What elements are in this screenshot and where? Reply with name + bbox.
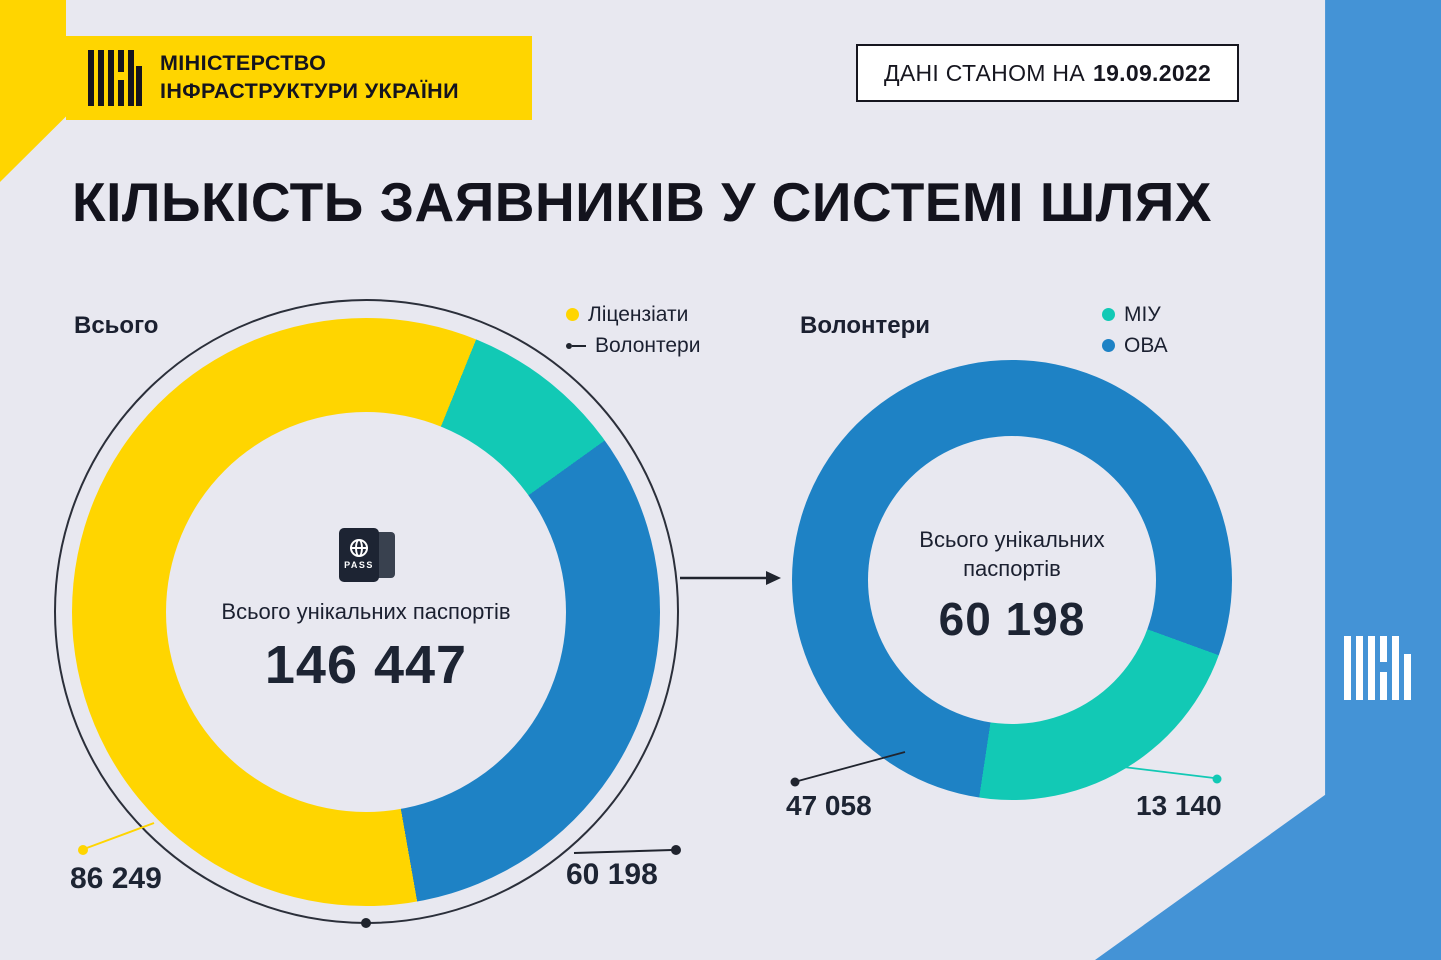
legend-label-miu: МІУ: [1124, 302, 1161, 326]
leader-line-icon: [566, 339, 586, 352]
date-value: 19.09.2022: [1092, 59, 1212, 86]
ministry-name-line2: ІНФРАСТРУКТУРИ УКРАЇНИ: [160, 79, 459, 103]
donut-chart-total: PASS Всього унікальних паспортів 146 447: [72, 318, 660, 906]
yellow-corner-decoration: [0, 0, 66, 182]
legend-label-licensees: Ліцензіати: [588, 302, 689, 326]
ministry-banner: МІНІСТЕРСТВО ІНФРАСТРУКТУРИ УКРАЇНИ: [66, 36, 532, 120]
passport-front-card: PASS: [339, 527, 379, 582]
callout-dot-yellow: [78, 845, 88, 855]
donut-volunteers-center: Всього унікальних паспортів 60 198: [868, 436, 1156, 724]
volunteers-center-value: 60 198: [938, 592, 1086, 645]
globe-icon: [350, 539, 368, 558]
left-chart-title: Всього: [74, 312, 159, 339]
total-center-label: Всього унікальних паспортів: [221, 598, 511, 624]
callout-value-licensees: 86 249: [70, 862, 162, 895]
callout-value-ova: 47 058: [786, 790, 872, 821]
passport-icon: PASS: [333, 527, 399, 586]
donut-chart-volunteers: Всього унікальних паспортів 60 198: [792, 360, 1232, 800]
callout-value-miu: 13 140: [1136, 790, 1222, 821]
page-title: КІЛЬКІСТЬ ЗАЯВНИКІВ У СИСТЕМІ ШЛЯХ: [72, 171, 1212, 233]
right-legend: МІУ ОВА: [1102, 302, 1168, 358]
passport-label: PASS: [344, 560, 374, 571]
date-label: ДАНІ СТАНОМ НА: [884, 59, 1085, 86]
data-as-of-box: ДАНІ СТАНОМ НА 19.09.2022: [856, 44, 1240, 102]
left-legend: Ліцензіати Волонтери: [566, 302, 700, 358]
callout-dot-dark: [671, 845, 681, 855]
volunteers-center-label-line1: Всього унікальних: [919, 527, 1105, 553]
legend-item-licensees: Ліцензіати: [566, 302, 700, 327]
legend-label-volunteers: Волонтери: [595, 333, 701, 357]
yellow-dot-icon: [566, 308, 579, 321]
donut-total-center: PASS Всього унікальних паспортів 146 447: [166, 412, 566, 812]
legend-item-miu: МІУ: [1102, 302, 1168, 327]
callout-value-volunteers: 60 198: [566, 858, 658, 891]
ministry-logo-white-icon: [1344, 636, 1411, 700]
ministry-logo-icon: [88, 50, 142, 106]
total-center-value: 146 447: [264, 635, 468, 696]
right-chart-title: Волонтери: [800, 312, 930, 339]
callout-dot-miu: [1212, 774, 1222, 784]
teal-dot-icon: [1102, 308, 1115, 321]
legend-item-ova: ОВА: [1102, 333, 1168, 358]
legend-label-ova: ОВА: [1124, 333, 1168, 357]
ministry-name-line1: МІНІСТЕРСТВО: [160, 51, 327, 76]
volunteers-center-label-line2: паспортів: [963, 556, 1061, 581]
volunteers-center-label: Всього унікальних паспортів: [919, 526, 1104, 583]
blue-dot-icon: [1102, 339, 1115, 352]
arrow-right-icon: [766, 571, 781, 585]
callout-dot-ova: [790, 777, 800, 787]
legend-item-volunteers: Волонтери: [566, 333, 700, 358]
ministry-name: МІНІСТЕРСТВО ІНФРАСТРУКТУРИ УКРАЇНИ: [160, 50, 459, 105]
